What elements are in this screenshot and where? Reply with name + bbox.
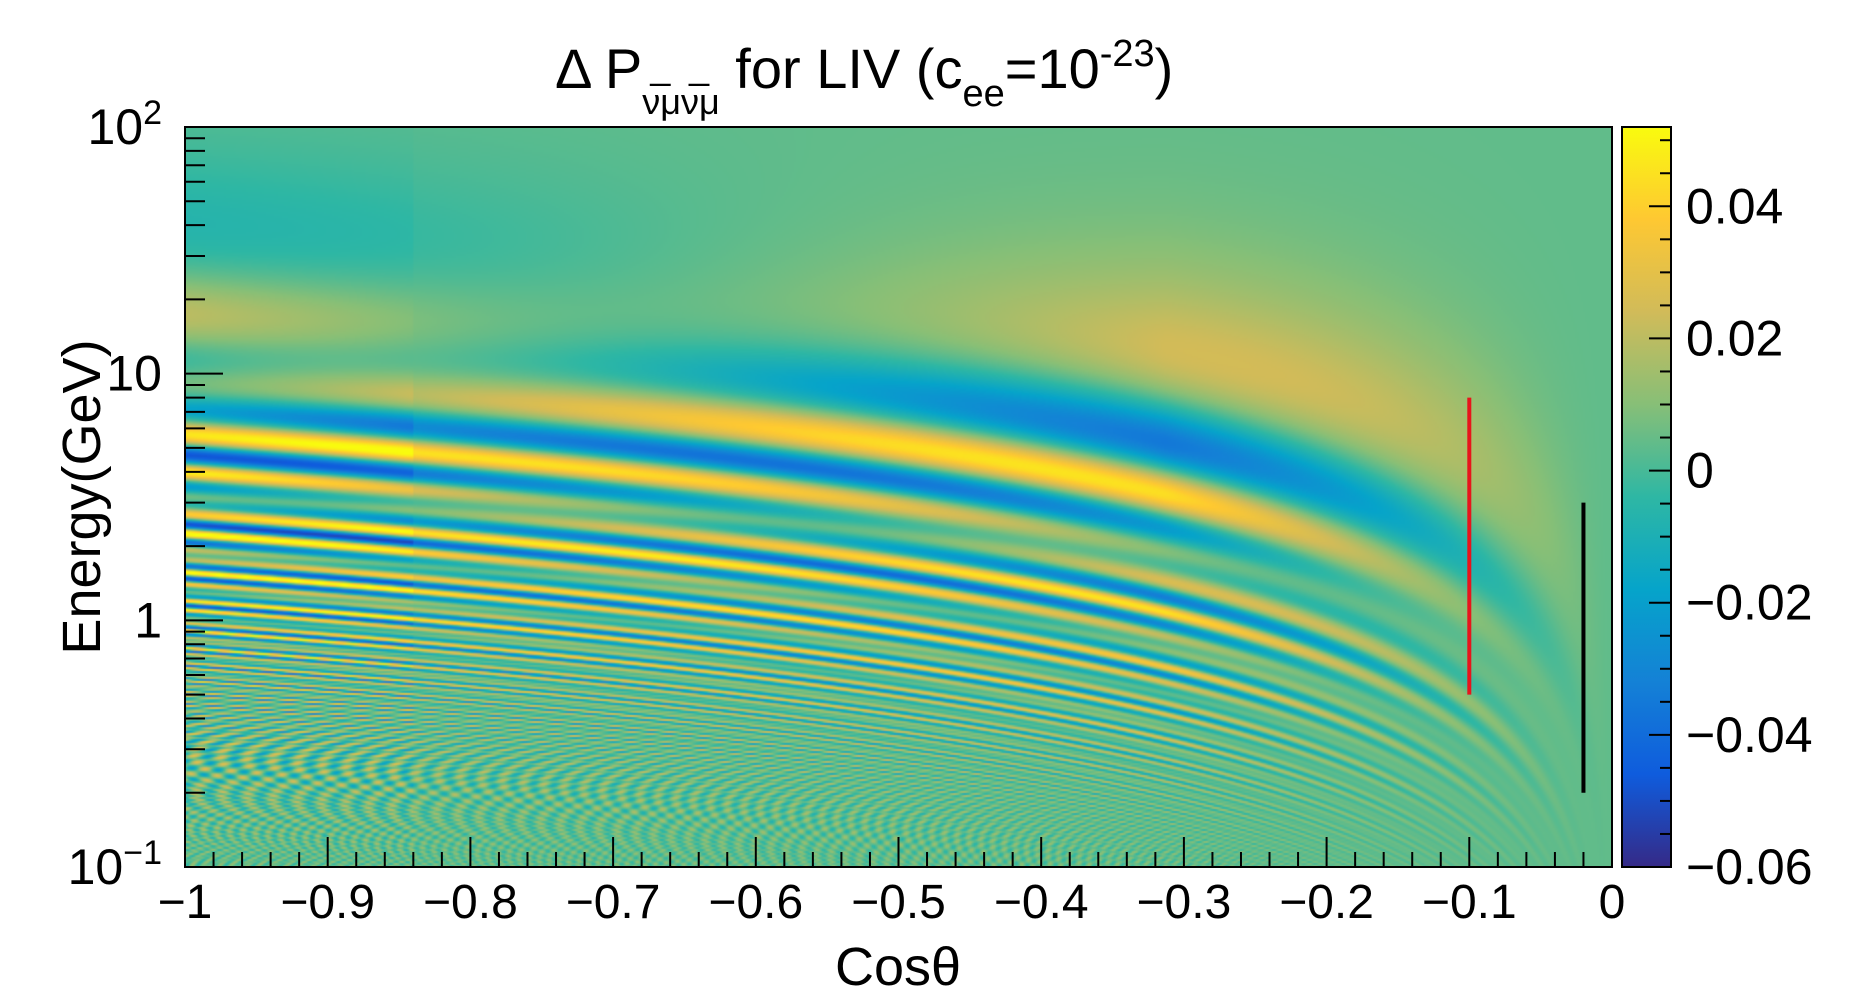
x-axis-label: Cosθ — [835, 937, 961, 996]
y-axis: 102 10 1 10−1 — [68, 94, 223, 895]
y-tick-label: 1 — [134, 592, 162, 648]
x-tick-label: −0.9 — [280, 876, 375, 929]
y-axis-label: Energy(GeV) — [52, 339, 112, 654]
x-axis: −1 −0.9 −0.8 −0.7 −0.6 −0.5 −0.4 −0.3 −0.2 −0.1 0 — [158, 837, 1626, 929]
colorbar: 0.04 0.02 0 −0.02 −0.04 −0.06 — [1621, 126, 1813, 895]
x-tick-label: −1 — [158, 876, 213, 929]
heatmap — [185, 127, 1612, 867]
colorbar-tick-label: −0.04 — [1686, 707, 1813, 763]
marker-lines — [1467, 397, 1586, 793]
colorbar-ticks: 0.04 0.02 0 −0.02 −0.04 −0.06 — [1649, 139, 1813, 895]
title-subscript: ν̅μν̅μ — [642, 81, 719, 122]
x-tick-label: −0.7 — [566, 876, 661, 929]
colorbar-tick-label: 0 — [1686, 443, 1714, 499]
x-tick-label: −0.1 — [1422, 876, 1517, 929]
x-tick-label: −0.3 — [1137, 876, 1232, 929]
colorbar-tick-label: 0.04 — [1686, 178, 1783, 234]
x-tick-label: −0.4 — [994, 876, 1089, 929]
heatmap-image — [185, 127, 1612, 867]
x-tick-label: −0.2 — [1279, 876, 1374, 929]
colorbar-tick-label: −0.02 — [1686, 575, 1813, 631]
colorbar-tick-label: 0.02 — [1686, 310, 1783, 366]
y-tick-label: 10 — [106, 346, 162, 402]
chart-title: Δ Pν̅μν̅μ for LIV (cee=10-23) — [555, 33, 1173, 122]
colorbar-tick-label: −0.06 — [1686, 839, 1813, 895]
y-tick-label: 102 — [87, 94, 162, 155]
x-tick-label: 0 — [1599, 876, 1626, 929]
colorbar-frame — [1621, 126, 1672, 868]
x-tick-label: −0.6 — [708, 876, 803, 929]
x-tick-label: −0.5 — [851, 876, 946, 929]
y-tick-label: 10−1 — [68, 834, 162, 895]
title-exponent: -23 — [1100, 33, 1155, 75]
colorbar-gradient — [1622, 127, 1671, 867]
x-tick-label: −0.8 — [423, 876, 518, 929]
title-sub2: ee — [962, 73, 1004, 115]
